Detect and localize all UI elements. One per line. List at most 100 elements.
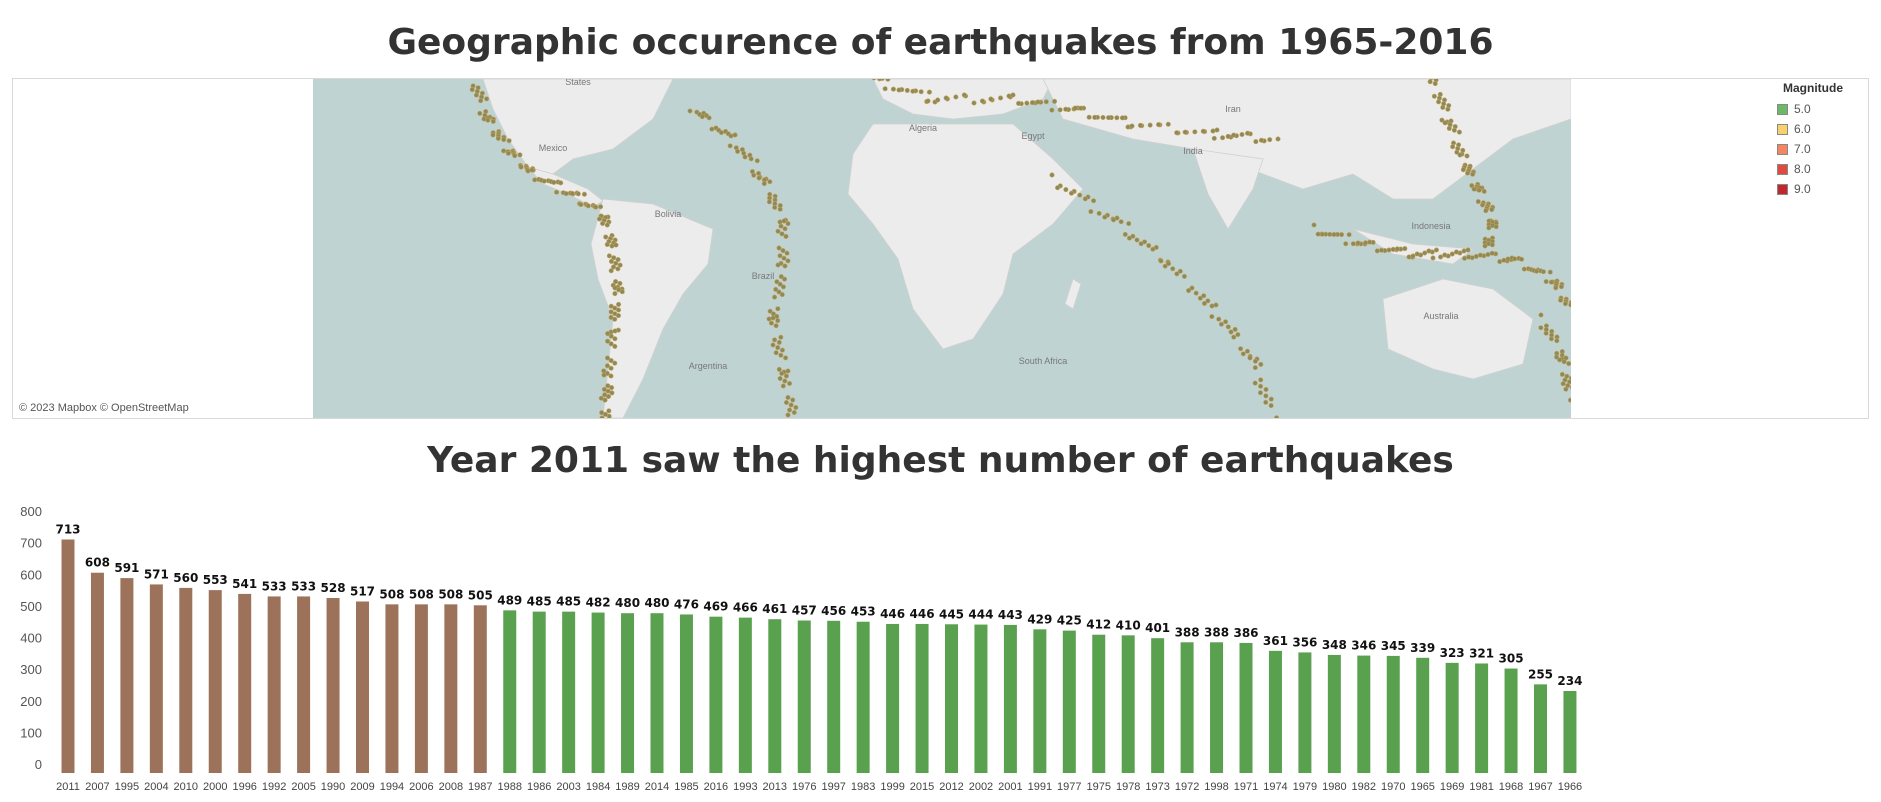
earthquake-point (1010, 92, 1016, 98)
bar-1992 (267, 596, 281, 773)
earthquake-point (1540, 269, 1546, 275)
data-label-2009: 517 (350, 584, 375, 598)
earthquake-point (477, 110, 483, 116)
bar-1968 (1504, 668, 1518, 773)
y-tick-label: 0 (35, 757, 42, 772)
bar-1977 (1062, 630, 1076, 773)
bar-chart-title: Year 2011 saw the highest number of eart… (427, 440, 1454, 481)
earthquake-point (1118, 219, 1124, 225)
earthquake-point (773, 323, 779, 329)
earthquake-point (1566, 361, 1571, 367)
map-label: Australia (1423, 311, 1458, 321)
earthquake-point (1091, 198, 1097, 204)
earthquake-point (775, 262, 781, 268)
earthquake-point (785, 368, 791, 374)
earthquake-point (518, 164, 524, 170)
x-tick-label-2016: 2016 (704, 781, 728, 793)
data-label-1985: 476 (674, 597, 699, 611)
legend-label: 5.0 (1794, 102, 1811, 116)
x-tick-label-1965: 1965 (1410, 781, 1434, 793)
earthquake-point (1201, 293, 1207, 299)
earthquake-point (1505, 256, 1511, 262)
x-tick-label-1971: 1971 (1234, 781, 1258, 793)
world-map[interactable]: States Mexico Algeria Egypt Iran India Brazil I… (313, 79, 1571, 418)
earthquake-point (1481, 188, 1487, 194)
earthquake-point (699, 114, 705, 120)
earthquake-point (1319, 231, 1325, 237)
earthquake-count-bar-chart: 0 100 200 300 400 500 600 700 800 713 608 591 571 56… (20, 504, 1582, 793)
x-tick-label-1973: 1973 (1145, 781, 1169, 793)
data-label-1983: 453 (851, 605, 876, 619)
legend-item-8-0[interactable]: 8.0 (1777, 159, 1863, 179)
bar-1987 (473, 605, 487, 773)
earthquake-point (770, 342, 776, 348)
data-label-1981: 321 (1469, 646, 1494, 660)
earthquake-point (1562, 301, 1568, 307)
earthquake-point (554, 189, 560, 195)
earthquake-point (606, 253, 612, 259)
earthquake-point (1218, 321, 1224, 327)
earthquake-point (1548, 336, 1554, 342)
data-label-1982: 346 (1351, 639, 1376, 653)
earthquake-point (558, 180, 564, 186)
earthquake-point (505, 150, 511, 156)
data-label-1969: 323 (1440, 646, 1465, 660)
x-tick-label-1968: 1968 (1499, 781, 1523, 793)
earthquake-point (776, 289, 782, 295)
earthquake-point (785, 221, 791, 227)
data-label-1993: 466 (733, 601, 758, 615)
earthquake-point (1231, 132, 1237, 138)
bar-2010 (179, 587, 193, 773)
data-label-1966: 234 (1557, 674, 1582, 688)
earthquake-point (1414, 251, 1420, 257)
earthquake-point (1258, 361, 1264, 367)
map-panel[interactable]: States Mexico Algeria Egypt Iran India Brazil I… (12, 78, 1869, 419)
legend-swatch (1777, 183, 1788, 195)
earthquake-point (1186, 288, 1192, 294)
earthquake-point (1192, 129, 1198, 135)
earthquake-point (1553, 285, 1559, 291)
earthquake-point (1538, 325, 1544, 331)
x-tick-label-1991: 1991 (1028, 781, 1052, 793)
legend-item-5-0[interactable]: 5.0 (1777, 99, 1863, 119)
earthquake-point (910, 88, 916, 94)
earthquake-point (490, 132, 496, 138)
bar-1995 (120, 578, 134, 773)
x-tick-label-1987: 1987 (468, 781, 492, 793)
data-label-1971: 386 (1233, 626, 1258, 640)
bar-1990 (326, 598, 340, 773)
earthquake-point (602, 397, 608, 403)
earthquake-point (777, 219, 783, 225)
earthquake-point (778, 274, 784, 280)
earthquake-point (706, 115, 712, 121)
legend-item-9-0[interactable]: 9.0 (1777, 179, 1863, 199)
earthquake-point (1355, 240, 1361, 246)
x-tick-label-1985: 1985 (674, 781, 698, 793)
x-tick-label-1980: 1980 (1322, 781, 1346, 793)
earthquake-point (1442, 120, 1448, 126)
map-label: Algeria (909, 123, 937, 133)
earthquake-point (943, 95, 949, 101)
earthquake-point (1386, 247, 1392, 253)
legend-item-7-0[interactable]: 7.0 (1777, 139, 1863, 159)
earthquake-point (1165, 121, 1171, 127)
earthquake-point (608, 358, 614, 364)
earthquake-point (1216, 316, 1222, 322)
land-south-america (590, 198, 714, 418)
earthquake-point (1430, 255, 1436, 261)
earthquake-point (1268, 403, 1274, 409)
legend-item-6-0[interactable]: 6.0 (1777, 119, 1863, 139)
earthquake-point (1543, 279, 1549, 285)
earthquake-point (1497, 259, 1503, 265)
y-tick-label: 800 (20, 504, 42, 519)
earthquake-point (1174, 271, 1180, 277)
x-tick-label-1972: 1972 (1175, 781, 1199, 793)
earthquake-point (1077, 192, 1083, 198)
x-tick-label-1969: 1969 (1440, 781, 1464, 793)
earthquake-point (1252, 358, 1258, 364)
earthquake-point (775, 345, 781, 351)
map-place-labels: States Mexico Algeria Egypt Iran India Brazil I… (539, 79, 1459, 371)
earthquake-point (1182, 129, 1188, 135)
bars (61, 539, 1577, 773)
earthquake-point (1100, 114, 1106, 120)
